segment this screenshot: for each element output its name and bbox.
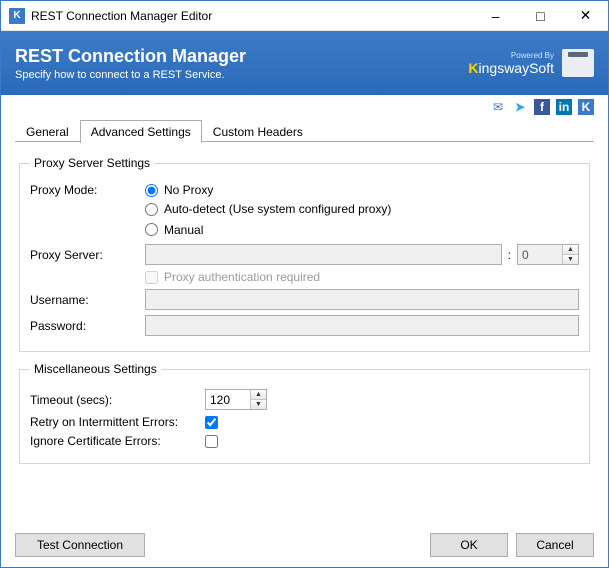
radio-auto-detect-input[interactable] [145, 203, 158, 216]
facebook-icon[interactable]: f [534, 99, 550, 115]
proxy-mode-label: Proxy Mode: [30, 183, 145, 197]
proxy-settings-group: Proxy Server Settings Proxy Mode: No Pro… [19, 156, 590, 352]
radio-manual[interactable]: Manual [145, 223, 203, 237]
proxy-server-label: Proxy Server: [30, 248, 145, 262]
timeout-label: Timeout (secs): [30, 393, 205, 407]
tab-content: Proxy Server Settings Proxy Mode: No Pro… [1, 142, 608, 464]
ignore-cert-checkbox[interactable] [205, 435, 218, 448]
radio-auto-detect[interactable]: Auto-detect (Use system configured proxy… [145, 202, 391, 216]
minimize-button[interactable]: – [473, 1, 518, 30]
password-input[interactable] [145, 315, 579, 336]
test-connection-button[interactable]: Test Connection [15, 533, 145, 557]
app-icon: K [9, 8, 25, 24]
banner-subheading: Specify how to connect to a REST Service… [15, 69, 246, 81]
maximize-button[interactable]: □ [518, 1, 563, 30]
cancel-button[interactable]: Cancel [516, 533, 594, 557]
tab-custom-headers[interactable]: Custom Headers [202, 120, 314, 143]
tab-general[interactable]: General [15, 120, 80, 143]
radio-manual-input[interactable] [145, 223, 158, 236]
misc-settings-group: Miscellaneous Settings Timeout (secs): ▲… [19, 362, 590, 464]
timeout-up-icon[interactable]: ▲ [251, 390, 266, 400]
retry-checkbox[interactable] [205, 416, 218, 429]
proxy-auth-checkbox[interactable] [145, 271, 158, 284]
ignore-cert-label: Ignore Certificate Errors: [30, 434, 205, 448]
username-label: Username: [30, 293, 145, 307]
kingsway-icon[interactable]: K [578, 99, 594, 115]
proxy-auth-required[interactable]: Proxy authentication required [145, 270, 320, 284]
retry-label: Retry on Intermittent Errors: [30, 415, 205, 429]
window-title: REST Connection Manager Editor [31, 9, 473, 23]
dialog-footer: Test Connection OK Cancel [1, 523, 608, 567]
proxy-legend: Proxy Server Settings [30, 156, 154, 170]
port-down-icon[interactable]: ▼ [563, 255, 578, 264]
tab-strip: General Advanced Settings Custom Headers [1, 119, 608, 142]
tab-advanced-settings[interactable]: Advanced Settings [80, 120, 202, 143]
banner-logo: Powered By KingswaySoft [468, 49, 594, 77]
mail-icon[interactable]: ✉ [490, 99, 506, 115]
toolbox-icon [562, 49, 594, 77]
ok-button[interactable]: OK [430, 533, 508, 557]
proxy-server-input[interactable] [145, 244, 502, 265]
banner: REST Connection Manager Specify how to c… [1, 31, 608, 95]
timeout-spinner[interactable]: ▲▼ [205, 389, 267, 410]
social-links: ✉ ➤ f in K [1, 95, 608, 119]
radio-no-proxy[interactable]: No Proxy [145, 183, 213, 197]
username-input[interactable] [145, 289, 579, 310]
logo-text: KingswaySoft [468, 60, 554, 76]
titlebar: K REST Connection Manager Editor – □ ✕ [1, 1, 608, 31]
banner-heading: REST Connection Manager [15, 46, 246, 67]
password-label: Password: [30, 319, 145, 333]
twitter-icon[interactable]: ➤ [512, 99, 528, 115]
radio-no-proxy-input[interactable] [145, 184, 158, 197]
timeout-down-icon[interactable]: ▼ [251, 400, 266, 409]
powered-by-label: Powered By [468, 51, 554, 60]
misc-legend: Miscellaneous Settings [30, 362, 161, 376]
linkedin-icon[interactable]: in [556, 99, 572, 115]
port-separator: : [508, 248, 511, 262]
timeout-input[interactable] [206, 390, 250, 409]
close-button[interactable]: ✕ [563, 1, 608, 30]
proxy-port-spinner[interactable]: ▲▼ [517, 244, 579, 265]
port-up-icon[interactable]: ▲ [563, 245, 578, 255]
proxy-port-input[interactable] [518, 245, 562, 264]
